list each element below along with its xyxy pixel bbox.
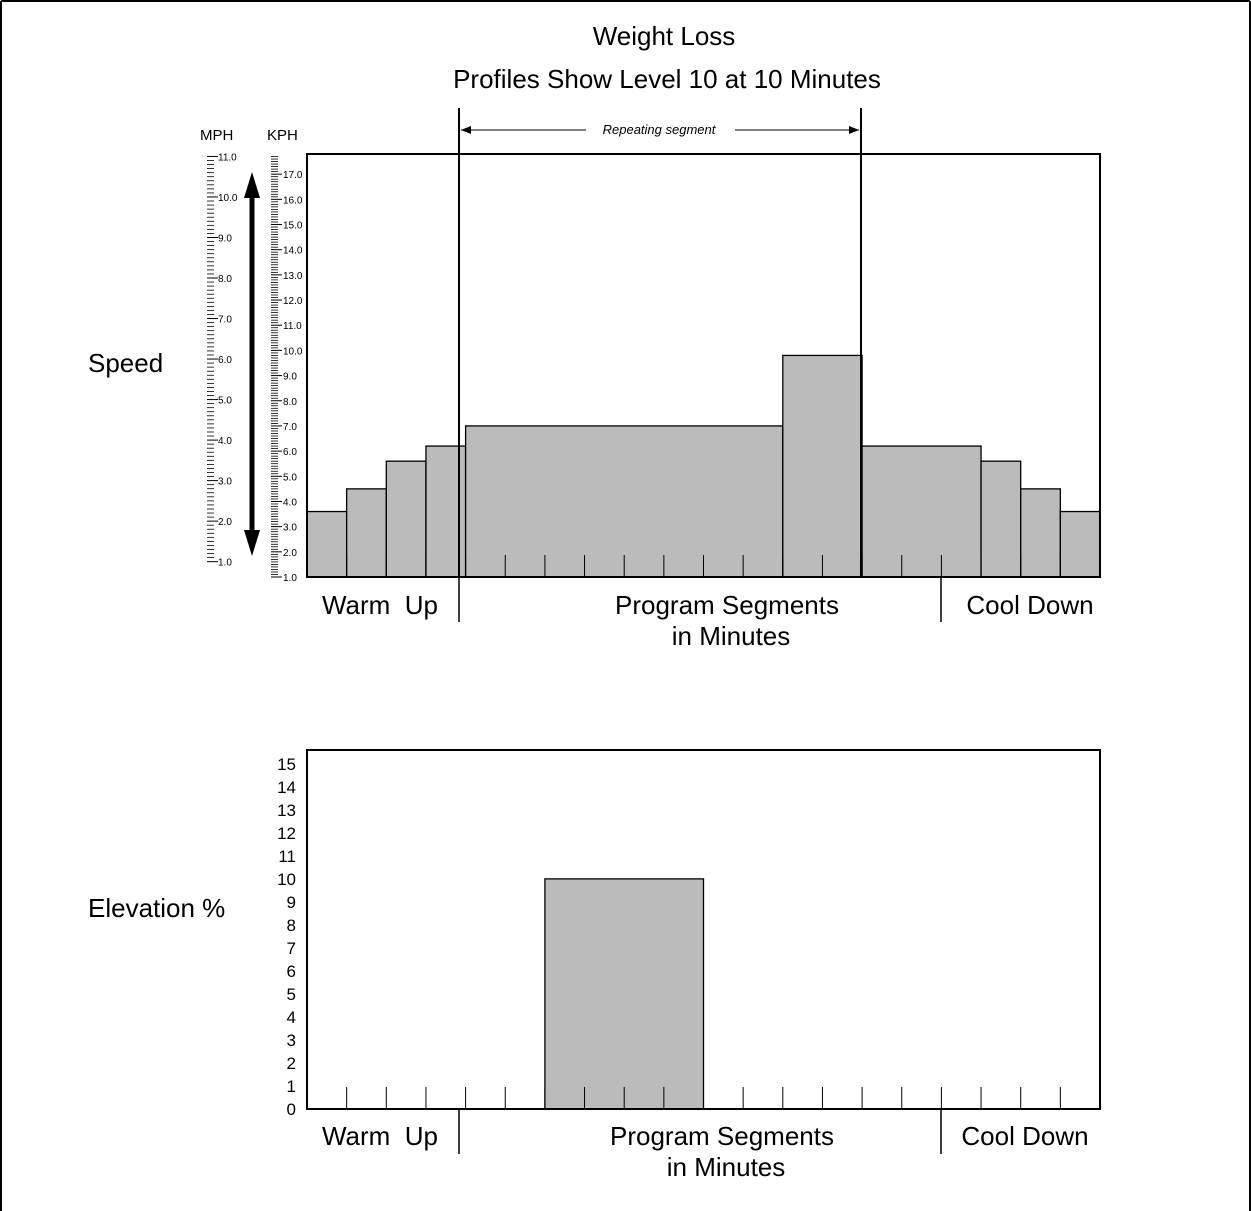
speed-bar-6 (861, 445, 982, 578)
mph-tick-label: 1.0 (218, 558, 232, 569)
elevation-tick-label: 3 (287, 1031, 296, 1050)
elevation-x-ticks (346, 1087, 1061, 1109)
elevation-tick-label: 10 (277, 870, 296, 889)
speed-axis-label: Speed (88, 348, 163, 378)
kph-tick-label: 6.0 (283, 447, 297, 458)
elevation-tick-label: 15 (277, 755, 296, 774)
speed-segments-label: Program Segments (615, 590, 839, 620)
speed-chart: Speed MPH KPH 1.0 2.0 3.0 4.0 5.0 6.0 7.0 8.0 9.… (88, 108, 1101, 651)
elevation-tick-label: 7 (287, 939, 296, 958)
mph-tick-label: 10.0 (218, 193, 238, 204)
speed-bar-1 (345, 488, 387, 578)
speed-bar-9 (1059, 510, 1101, 578)
mph-unit-label: MPH (200, 127, 233, 144)
elevation-tick-label: 12 (277, 824, 296, 843)
speed-minutes-label: in Minutes (672, 621, 791, 651)
speed-bars (306, 354, 1101, 578)
mph-tick-label: 2.0 (218, 517, 232, 528)
kph-tick-label: 2.0 (283, 548, 297, 559)
kph-scale: 1.0 2.0 3.0 4.0 5.0 6.0 7.0 8.0 9.0 10.0 11.0 12.0 1… (271, 156, 303, 584)
speed-cooldown-label: Cool Down (966, 590, 1093, 620)
elevation-tick-label: 2 (287, 1054, 296, 1073)
speed-bar-2 (385, 460, 427, 578)
elevation-tick-label: 5 (287, 985, 296, 1004)
elevation-bar-0 (544, 878, 705, 1110)
mph-tick-label: 5.0 (218, 396, 232, 407)
kph-tick-label: 4.0 (283, 497, 297, 508)
elevation-warmup-label: Warm Up (322, 1121, 438, 1151)
elevation-tick-label: 9 (287, 893, 296, 912)
kph-tick-label: 10.0 (283, 346, 303, 357)
elevation-tick-label: 6 (287, 962, 296, 981)
kph-tick-label: 8.0 (283, 397, 297, 408)
speed-bar-4 (464, 425, 784, 578)
elevation-tick-label: 13 (277, 801, 296, 820)
elevation-tick-label: 8 (287, 916, 296, 935)
kph-tick-label: 12.0 (283, 296, 303, 307)
kph-tick-label: 9.0 (283, 372, 297, 383)
chart-subtitle: Profiles Show Level 10 at 10 Minutes (453, 64, 881, 94)
mph-tick-label: 6.0 (218, 355, 232, 366)
speed-bar-8 (1020, 488, 1062, 578)
speed-range-arrow (244, 172, 260, 556)
elevation-tick-label: 1 (287, 1077, 296, 1096)
kph-tick-label: 17.0 (283, 170, 303, 181)
speed-bar-5 (782, 354, 863, 578)
speed-bar-7 (980, 460, 1022, 578)
mph-tick-label: 11.0 (218, 152, 237, 163)
mph-tick-label: 9.0 (218, 233, 232, 244)
kph-tick-label: 5.0 (283, 472, 297, 483)
kph-unit-label: KPH (267, 127, 298, 144)
elevation-axis-label: Elevation % (88, 893, 225, 923)
kph-tick-label: 14.0 (283, 246, 303, 257)
mph-tick-label: 4.0 (218, 436, 232, 447)
kph-tick-label: 3.0 (283, 523, 297, 534)
elevation-tick-label: 4 (287, 1008, 296, 1027)
elevation-tick-label: 0 (287, 1100, 296, 1119)
kph-tick-label: 13.0 (283, 271, 303, 282)
kph-tick-label: 7.0 (283, 422, 297, 433)
mph-tick-label: 7.0 (218, 315, 232, 326)
mph-tick-label: 8.0 (218, 274, 232, 285)
elevation-tick-label: 14 (277, 778, 296, 797)
repeating-segment-marker: Repeating segment (458, 108, 862, 578)
kph-tick-label: 16.0 (283, 195, 303, 206)
elevation-tick-label: 11 (278, 847, 296, 866)
elevation-bars (544, 878, 705, 1110)
speed-warmup-label: Warm Up (322, 590, 438, 620)
mph-tick-label: 3.0 (218, 477, 232, 488)
speed-x-ticks (346, 555, 1061, 577)
repeating-segment-label: Repeating segment (603, 122, 717, 137)
elevation-segments-label: Program Segments (610, 1121, 834, 1151)
kph-tick-label: 11.0 (283, 321, 302, 332)
chart-title: Weight Loss (593, 21, 736, 51)
kph-tick-label: 15.0 (283, 221, 303, 232)
mph-scale: 1.0 2.0 3.0 4.0 5.0 6.0 7.0 8.0 9.0 10.0 11.0 (207, 152, 238, 569)
speed-bar-0 (306, 510, 348, 578)
kph-tick-label: 1.0 (283, 573, 297, 584)
elevation-cooldown-label: Cool Down (961, 1121, 1088, 1151)
elevation-minutes-label: in Minutes (667, 1152, 786, 1182)
